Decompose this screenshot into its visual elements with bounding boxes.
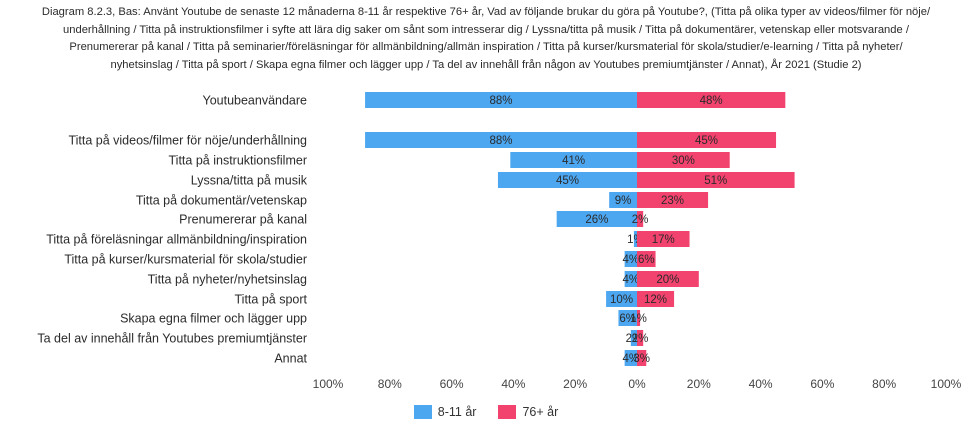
bar-8-11: [365, 92, 637, 108]
bar-76plus: [637, 152, 730, 168]
value-label-76plus: 3%: [633, 353, 650, 365]
category-label: Lyssna/titta på musik: [191, 174, 308, 188]
x-tick-label: 20%: [563, 377, 587, 391]
bar-8-11: [606, 291, 637, 307]
legend-swatch-8-11: [413, 405, 432, 419]
bar-76plus: [637, 330, 644, 346]
x-tick-label: 60%: [810, 377, 834, 391]
bar-8-11: [624, 271, 637, 287]
category-label: Ta del av innehåll från Youtubes premium…: [37, 332, 307, 346]
value-label-76plus: 51%: [704, 175, 727, 187]
category-label: Titta på instruktionsfilmer: [169, 154, 307, 168]
value-label-76plus: 1%: [630, 313, 647, 325]
chart-title-line: underhållning / Titta på instruktionsfil…: [63, 23, 909, 36]
bar-76plus: [637, 231, 690, 247]
category-label: Titta på nyheter/nyhetsinslag: [148, 273, 307, 287]
value-label-8-11: 9%: [615, 195, 632, 207]
bar-76plus: [637, 92, 786, 108]
bar-8-11: [624, 251, 637, 267]
bar-8-11: [624, 350, 637, 366]
bar-76plus: [637, 310, 641, 326]
x-tick-label: 20%: [687, 377, 711, 391]
chart-title: Diagram 8.2.3, Bas: Använt Youtube de se…: [8, 4, 964, 74]
bar-76plus: [637, 132, 777, 148]
chart-title-line: Prenumererar på kanal / Titta på seminar…: [69, 41, 903, 53]
value-label-76plus: 2%: [632, 333, 649, 345]
bar-8-11: [618, 310, 637, 326]
bar-8-11: [497, 172, 637, 188]
bar-8-11: [630, 330, 637, 346]
x-tick-label: 80%: [872, 377, 896, 391]
value-label-8-11: 45%: [556, 175, 579, 187]
category-label: Titta på dokumentär/vetenskap: [136, 194, 307, 208]
value-label-8-11: 4%: [623, 353, 640, 365]
value-label-76plus: 17%: [652, 234, 675, 246]
value-label-8-11: 6%: [619, 313, 636, 325]
value-label-76plus: 30%: [672, 155, 695, 167]
x-tick-label: 40%: [749, 377, 773, 391]
bar-8-11: [510, 152, 637, 168]
value-label-8-11: 26%: [585, 214, 608, 226]
value-label-76plus: 2%: [632, 214, 649, 226]
value-label-76plus: 6%: [638, 254, 655, 266]
legend-item-8-11[interactable]: 8-11 år: [413, 405, 477, 419]
value-label-8-11: 88%: [490, 135, 513, 147]
bar-8-11: [365, 132, 637, 148]
legend-item-76plus[interactable]: 76+ år: [498, 405, 558, 419]
category-label: Titta på sport: [235, 293, 308, 307]
value-label-76plus: 48%: [700, 95, 723, 107]
bar-76plus: [637, 251, 656, 267]
category-label: Titta på videos/filmer för nöje/underhål…: [68, 134, 307, 148]
x-tick-label: 0%: [628, 377, 646, 391]
chart-title-line: Diagram 8.2.3, Bas: Använt Youtube de se…: [41, 6, 931, 18]
value-label-76plus: 45%: [695, 135, 718, 147]
bar-76plus: [637, 350, 647, 366]
bar-8-11: [556, 211, 637, 227]
bar-76plus: [637, 172, 795, 188]
bar-76plus: [637, 192, 709, 208]
chart-title-line: nyhetsinslag / Titta på sport / Skapa eg…: [110, 58, 862, 71]
x-tick-label: 100%: [931, 377, 962, 391]
value-label-8-11: 4%: [623, 254, 640, 266]
category-label: Youtubeanvändare: [203, 94, 308, 108]
bar-8-11: [609, 192, 637, 208]
value-label-8-11: 41%: [562, 155, 585, 167]
bar-76plus: [637, 271, 699, 287]
category-label: Skapa egna filmer och lägger upp: [120, 312, 307, 326]
x-tick-label: 60%: [440, 377, 464, 391]
x-tick-label: 80%: [378, 377, 402, 391]
value-label-76plus: 23%: [661, 195, 684, 207]
bar-76plus: [637, 211, 644, 227]
bar-76plus: [637, 291, 675, 307]
category-label: Prenumererar på kanal: [179, 213, 307, 227]
legend-label-76plus: 76+ år: [522, 405, 559, 419]
category-label: Annat: [274, 352, 307, 366]
value-label-8-11: 88%: [490, 95, 513, 107]
value-label-76plus: 20%: [656, 274, 679, 286]
x-tick-label: 100%: [313, 377, 344, 391]
value-label-8-11: 4%: [623, 274, 640, 286]
chart-legend: 8-11 år 76+ år: [0, 405, 972, 419]
value-label-76plus: 12%: [644, 294, 667, 306]
legend-swatch-76plus: [498, 405, 517, 419]
x-tick-label: 40%: [501, 377, 525, 391]
category-label: Titta på föreläsningar allmänbildning/in…: [46, 233, 307, 247]
legend-label-8-11: 8-11 år: [437, 405, 477, 419]
category-label: Titta på kurser/kursmaterial för skola/s…: [64, 253, 307, 267]
bar-8-11: [633, 231, 637, 247]
value-label-8-11: 10%: [610, 294, 633, 306]
